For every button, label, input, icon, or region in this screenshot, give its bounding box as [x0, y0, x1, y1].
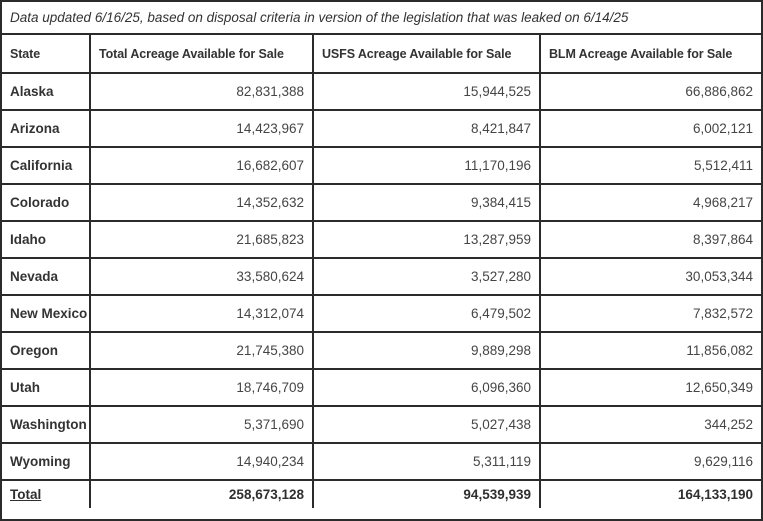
column-header-state: State: [2, 33, 91, 74]
cell-blm: 11,856,082: [539, 331, 761, 370]
table-row: California 16,682,607 11,170,196 5,512,411: [2, 146, 761, 185]
column-header-blm-acreage: BLM Acreage Available for Sale: [539, 33, 761, 74]
column-header-total-acreage: Total Acreage Available for Sale: [89, 33, 314, 74]
cell-state: Colorado: [2, 183, 91, 222]
acreage-table: Data updated 6/16/25, based on disposal …: [2, 2, 761, 509]
cell-blm: 12,650,349: [539, 368, 761, 407]
table-row: New Mexico 14,312,074 6,479,502 7,832,572: [2, 294, 761, 333]
cell-state: Idaho: [2, 220, 91, 259]
table-row: Colorado 14,352,632 9,384,415 4,968,217: [2, 183, 761, 222]
cell-usfs: 6,479,502: [312, 294, 541, 333]
cell-total: 21,685,823: [89, 220, 314, 259]
total-row-total-acreage: 258,673,128: [89, 479, 314, 509]
header-row: State Total Acreage Available for Sale U…: [2, 33, 761, 74]
cell-state: New Mexico: [2, 294, 91, 333]
table-row: Washington 5,371,690 5,027,438 344,252: [2, 405, 761, 444]
cell-total: 82,831,388: [89, 72, 314, 111]
cell-blm: 9,629,116: [539, 442, 761, 481]
cell-total: 14,352,632: [89, 183, 314, 222]
cell-total: 16,682,607: [89, 146, 314, 185]
cell-state: Utah: [2, 368, 91, 407]
cell-total: 21,745,380: [89, 331, 314, 370]
cell-state: Alaska: [2, 72, 91, 111]
total-row-label: Total: [2, 479, 91, 509]
cell-state: Wyoming: [2, 442, 91, 481]
table-row: Idaho 21,685,823 13,287,959 8,397,864: [2, 220, 761, 259]
table-row: Arizona 14,423,967 8,421,847 6,002,121: [2, 109, 761, 148]
cell-usfs: 5,027,438: [312, 405, 541, 444]
cell-usfs: 5,311,119: [312, 442, 541, 481]
cell-blm: 5,512,411: [539, 146, 761, 185]
cell-usfs: 3,527,280: [312, 257, 541, 296]
total-row-usfs-acreage: 94,539,939: [312, 479, 541, 509]
table-body: Alaska 82,831,388 15,944,525 66,886,862 Ariz…: [2, 72, 761, 481]
cell-total: 14,423,967: [89, 109, 314, 148]
data-updated-caption: Data updated 6/16/25, based on disposal …: [2, 2, 761, 35]
cell-state: California: [2, 146, 91, 185]
cell-total: 14,940,234: [89, 442, 314, 481]
cell-usfs: 11,170,196: [312, 146, 541, 185]
total-row-blm-acreage: 164,133,190: [539, 479, 761, 509]
cell-blm: 66,886,862: [539, 72, 761, 111]
cell-total: 5,371,690: [89, 405, 314, 444]
cell-state: Washington: [2, 405, 91, 444]
table-row: Nevada 33,580,624 3,527,280 30,053,344: [2, 257, 761, 296]
cell-usfs: 15,944,525: [312, 72, 541, 111]
cell-usfs: 6,096,360: [312, 368, 541, 407]
table-row: Oregon 21,745,380 9,889,298 11,856,082: [2, 331, 761, 370]
cell-usfs: 8,421,847: [312, 109, 541, 148]
cell-blm: 344,252: [539, 405, 761, 444]
cell-total: 33,580,624: [89, 257, 314, 296]
cell-blm: 8,397,864: [539, 220, 761, 259]
cell-total: 14,312,074: [89, 294, 314, 333]
cell-blm: 6,002,121: [539, 109, 761, 148]
table-row: Utah 18,746,709 6,096,360 12,650,349: [2, 368, 761, 407]
caption-row: Data updated 6/16/25, based on disposal …: [2, 2, 761, 35]
table-row: Alaska 82,831,388 15,944,525 66,886,862: [2, 72, 761, 111]
cell-state: Oregon: [2, 331, 91, 370]
cell-blm: 4,968,217: [539, 183, 761, 222]
cell-usfs: 9,889,298: [312, 331, 541, 370]
column-header-usfs-acreage: USFS Acreage Available for Sale: [312, 33, 541, 74]
cell-blm: 30,053,344: [539, 257, 761, 296]
cell-state: Arizona: [2, 109, 91, 148]
cell-total: 18,746,709: [89, 368, 314, 407]
cell-state: Nevada: [2, 257, 91, 296]
cell-usfs: 13,287,959: [312, 220, 541, 259]
table-row: Wyoming 14,940,234 5,311,119 9,629,116: [2, 442, 761, 481]
total-row: Total 258,673,128 94,539,939 164,133,190: [2, 479, 761, 509]
cell-usfs: 9,384,415: [312, 183, 541, 222]
cell-blm: 7,832,572: [539, 294, 761, 333]
